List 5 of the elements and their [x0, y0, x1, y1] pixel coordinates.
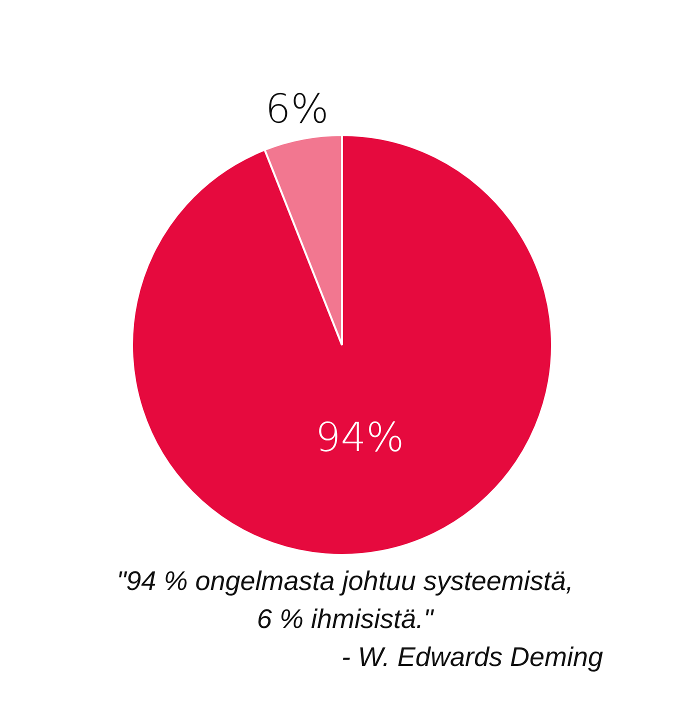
pie-slice	[131, 134, 553, 556]
text: "94 % ongelmasta johtuu systeemistä, 6 % ihmisistä."	[116, 566, 574, 634]
data-label: 6%	[265, 86, 329, 132]
data-label: 94%	[315, 414, 404, 461]
text: - W. Edwards Deming	[341, 642, 603, 672]
